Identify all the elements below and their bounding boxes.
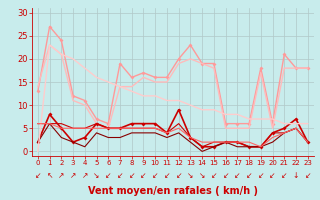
Text: ↙: ↙ [164, 171, 170, 180]
Text: ↙: ↙ [105, 171, 111, 180]
Text: ↙: ↙ [35, 171, 41, 180]
Text: ↙: ↙ [129, 171, 135, 180]
Text: ↙: ↙ [269, 171, 276, 180]
Text: ↙: ↙ [234, 171, 241, 180]
Text: ↙: ↙ [222, 171, 229, 180]
Text: ↙: ↙ [175, 171, 182, 180]
Text: ↘: ↘ [187, 171, 194, 180]
Text: ↗: ↗ [70, 171, 76, 180]
Text: ↙: ↙ [140, 171, 147, 180]
Text: ↙: ↙ [117, 171, 123, 180]
Text: ↙: ↙ [281, 171, 287, 180]
Text: ↓: ↓ [293, 171, 299, 180]
Text: ↙: ↙ [246, 171, 252, 180]
Text: ↙: ↙ [152, 171, 158, 180]
Text: ↙: ↙ [305, 171, 311, 180]
Text: ↗: ↗ [58, 171, 65, 180]
Text: ↘: ↘ [93, 171, 100, 180]
Text: ↖: ↖ [46, 171, 53, 180]
Text: ↘: ↘ [199, 171, 205, 180]
Text: ↙: ↙ [258, 171, 264, 180]
Text: Vent moyen/en rafales ( km/h ): Vent moyen/en rafales ( km/h ) [88, 186, 258, 196]
Text: ↗: ↗ [82, 171, 88, 180]
Text: ↙: ↙ [211, 171, 217, 180]
